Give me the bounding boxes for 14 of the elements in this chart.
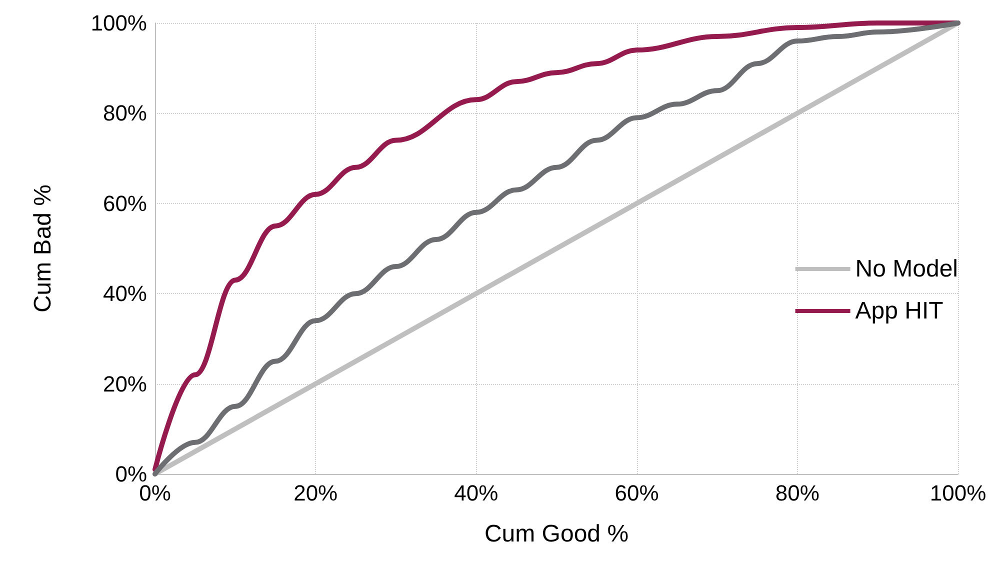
y-tick-label: 20% xyxy=(102,371,147,396)
x-tick-label: 100% xyxy=(930,480,986,506)
x-tick-label: 80% xyxy=(775,480,820,506)
legend-label: App HIT xyxy=(855,298,944,324)
y-tick-label: 60% xyxy=(102,190,147,216)
y-tick-label: 40% xyxy=(102,281,147,306)
x-tick-label: 60% xyxy=(614,480,659,506)
x-tick-label: 20% xyxy=(294,480,338,506)
x-tick-label: 40% xyxy=(454,480,498,506)
x-axis-title: Cum Good % xyxy=(484,520,629,548)
y-tick-label: 80% xyxy=(102,100,147,126)
legend-label: No Model xyxy=(855,256,958,282)
y-axis-title: Cum Bad % xyxy=(30,184,56,313)
y-tick-label: 100% xyxy=(90,10,147,36)
